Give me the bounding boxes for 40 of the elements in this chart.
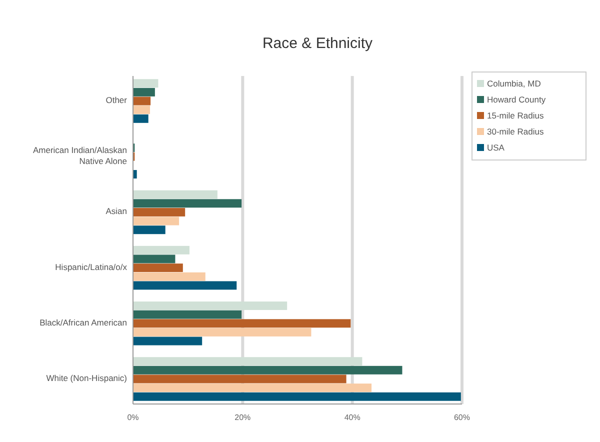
bar [133,264,183,272]
bar [133,310,242,319]
y-tick-label: Hispanic/Latina/o/x [55,262,128,272]
bar [133,190,218,199]
bar [133,374,346,384]
bar [133,392,461,401]
bar [133,366,402,374]
legend-label: 30-mile Radius [487,126,544,136]
bar [133,272,206,281]
bar [133,216,180,226]
legend-label: USA [487,142,505,152]
bar [133,199,242,208]
y-tick-label: Black/African American [40,318,128,328]
bar [133,319,351,328]
x-tick-label: 20% [234,413,251,422]
bar [133,336,202,346]
legend-label: Columbia, MD [487,78,541,88]
chart-title: Race & Ethnicity [262,35,374,52]
x-tick-label: 60% [454,413,470,422]
bar [133,226,166,234]
legend-label: Howard County [487,94,546,104]
bar [133,208,186,216]
bar [133,88,155,96]
bar [133,246,190,254]
x-tick-label: 40% [344,413,360,422]
bar [133,170,137,178]
legend-label: 15-mile Radius [487,110,544,120]
bar [133,96,151,106]
y-tick-label: Other [106,95,128,106]
bar [133,281,237,290]
y-tick-label: American Indian/Alaskan Native Alone [32,145,128,166]
y-tick-label: White (Non-Hispanic) [46,373,128,384]
y-tick-label: Asian [106,206,128,216]
bar [133,328,312,336]
bar [133,79,158,88]
bar [133,254,176,264]
x-tick-label: 0% [127,413,139,422]
bar [133,114,148,123]
bar [133,384,372,392]
bar [133,106,150,114]
